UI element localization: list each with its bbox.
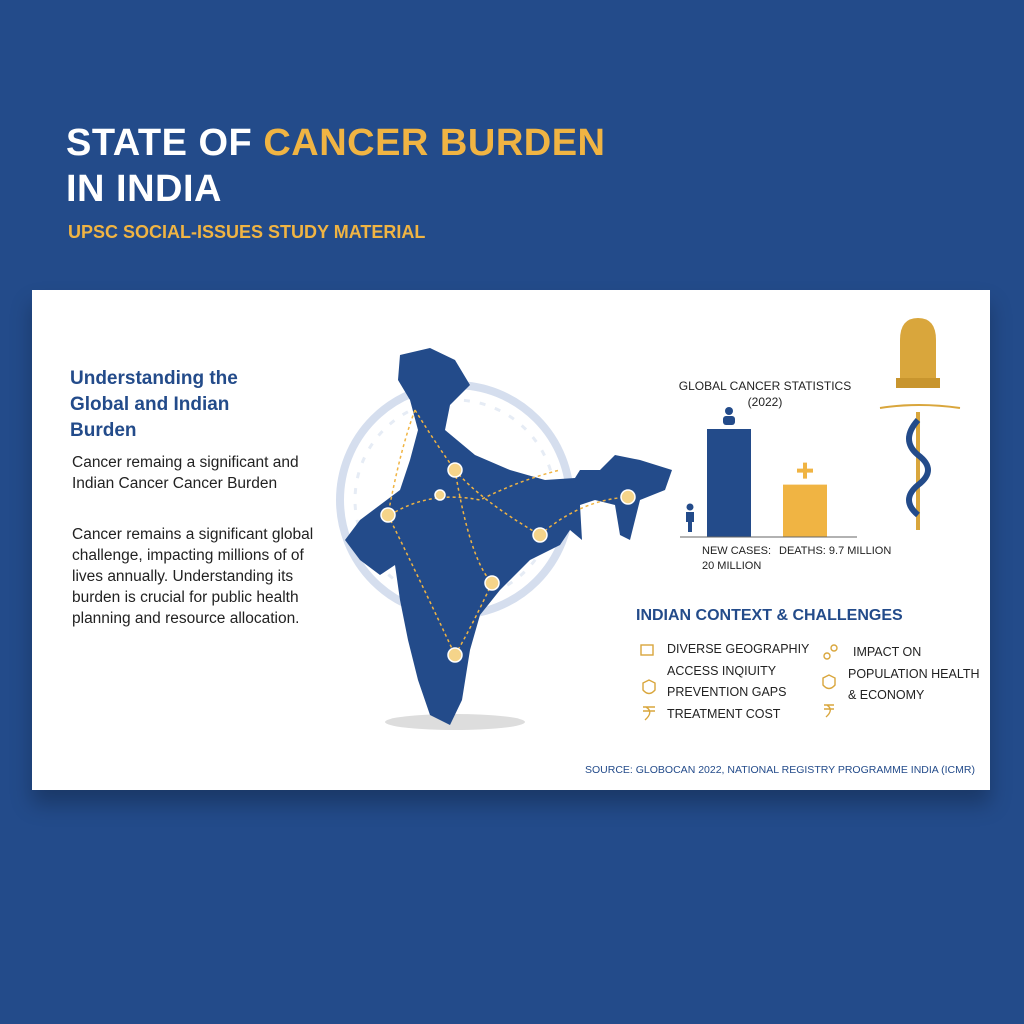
challenges-title: INDIAN CONTEXT & CHALLENGES	[636, 607, 903, 624]
map-shadow	[385, 714, 525, 730]
chart-title: GLOBAL CANCER STATISTICS	[678, 379, 852, 393]
icon	[643, 706, 655, 721]
title: STATE OF CANCER BURDEN IN INDIA	[66, 120, 606, 212]
challenge: POPULATION HEALTH	[848, 666, 980, 681]
challenges-left: DIVERSE GEOGRAPHIY ACCESS INQIUITY PREVE…	[667, 639, 809, 725]
source: SOURCE: GLOBOCAN 2022, NATIONAL REGISTRY…	[585, 764, 975, 776]
title-part: IN INDIA	[66, 168, 222, 210]
person-icon	[723, 416, 735, 425]
india-map	[345, 348, 672, 725]
icon	[640, 644, 654, 656]
title-part: STATE OF	[66, 122, 253, 164]
subtitle: UPSC SOCIAL-ISSUES STUDY MATERIAL	[68, 222, 426, 242]
emblem-base	[896, 378, 940, 388]
map-node	[620, 489, 636, 505]
challenge: IMPACT ON	[853, 645, 922, 659]
category-name: DEATHS:	[779, 545, 826, 557]
paragraph: Cancer remaing a significant and Indian …	[72, 454, 299, 492]
plus-icon	[797, 462, 813, 479]
challenge: TREATMENT COST	[667, 706, 781, 721]
map-node	[434, 489, 446, 501]
map-node	[447, 647, 463, 663]
emblem-ribbon	[879, 404, 961, 409]
icon	[824, 704, 834, 718]
challenge: & ECONOMY	[848, 688, 925, 702]
lion-capital	[900, 318, 936, 380]
chart-subtitle: (2022)	[747, 395, 783, 409]
chart	[680, 407, 857, 538]
icon	[642, 679, 656, 695]
map-node	[532, 527, 548, 543]
person-icon	[686, 503, 694, 511]
emblem	[879, 318, 961, 530]
person-icon	[686, 512, 694, 532]
serpent	[906, 417, 931, 518]
bar	[707, 429, 751, 537]
person-icon	[725, 407, 733, 415]
bar	[783, 484, 827, 537]
title-part: CANCER BURDEN	[263, 122, 606, 164]
category-label: DEATHS: 9.7 MILLION	[779, 544, 891, 559]
map-node	[484, 575, 500, 591]
map-node	[447, 462, 463, 478]
category-name: NEW CASES:	[702, 545, 772, 557]
chart-title-block: GLOBAL CANCER STATISTICS (2022)	[660, 378, 870, 410]
challenge: DIVERSE GEOGRAPHIY	[667, 642, 810, 656]
map-node	[380, 507, 396, 523]
value-label: 9.7 MILLION	[828, 545, 892, 557]
category-label: NEW CASES: 20 MILLION	[702, 544, 771, 574]
icon	[822, 674, 836, 690]
challenge: ACCESS INQIUITY	[667, 663, 777, 678]
paragraph: Cancer remains a significant global chal…	[72, 526, 314, 627]
icon	[823, 652, 831, 660]
section-heading: Understanding the Global and Indian Burd…	[70, 368, 238, 441]
map-decoration	[336, 348, 672, 730]
icon	[830, 644, 838, 652]
challenge: PREVENTION GAPS	[667, 685, 787, 699]
challenges-right: IMPACT ON POPULATION HEALTH & ECONOMY	[848, 642, 980, 707]
value-label: 20 MILLION	[702, 560, 762, 572]
challenge-icons	[640, 644, 838, 721]
